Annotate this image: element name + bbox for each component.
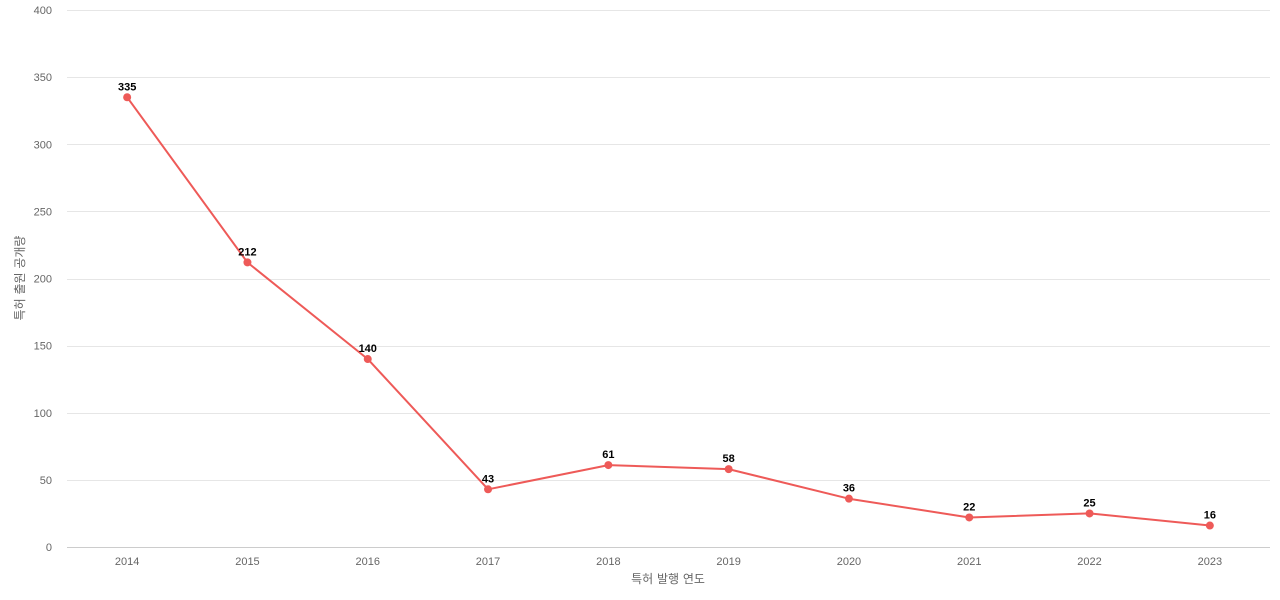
data-point[interactable] — [844, 494, 853, 503]
data-label: 25 — [1083, 497, 1095, 509]
x-tick-labels: 2014 2015 2016 2017 2018 2019 2020 2021 2022 2023 — [115, 556, 1222, 568]
y-tick-label: 100 — [34, 408, 52, 420]
y-tick-label: 350 — [34, 72, 52, 84]
data-label: 61 — [602, 449, 614, 461]
x-axis-title: 특허 발행 연도 — [631, 571, 705, 586]
data-label: 22 — [963, 501, 975, 513]
x-tick-label: 2016 — [356, 556, 380, 568]
data-label: 140 — [359, 343, 377, 355]
x-tick-label: 2022 — [1077, 556, 1101, 568]
data-point[interactable] — [1085, 509, 1094, 518]
data-point[interactable] — [604, 461, 613, 470]
y-tick-labels: 0 50 100 150 200 250 300 350 400 — [34, 5, 52, 554]
data-point[interactable] — [965, 513, 974, 522]
data-point[interactable] — [1205, 521, 1214, 530]
data-point[interactable] — [243, 258, 252, 267]
data-label: 43 — [482, 473, 494, 485]
data-label: 58 — [723, 453, 735, 465]
x-tick-label: 2015 — [235, 556, 259, 568]
data-label-layer: 335 212 140 43 61 58 36 22 25 16 — [118, 81, 1216, 521]
y-tick-label: 200 — [34, 274, 52, 286]
x-tick-label: 2019 — [716, 556, 740, 568]
x-tick-label: 2021 — [957, 556, 981, 568]
x-tick-label: 2014 — [115, 556, 139, 568]
y-tick-label: 300 — [34, 139, 52, 151]
series-line — [126, 96, 1210, 527]
data-label: 212 — [238, 246, 256, 258]
data-label: 36 — [843, 483, 855, 495]
x-tick-label: 2020 — [837, 556, 861, 568]
data-point[interactable] — [123, 93, 132, 102]
y-tick-label: 50 — [40, 475, 52, 487]
data-point[interactable] — [724, 465, 733, 474]
y-axis-title: 특허 출원 공개량 — [13, 236, 27, 321]
y-tick-label: 150 — [34, 341, 52, 353]
data-label: 335 — [118, 81, 136, 93]
x-tick-label: 2023 — [1198, 556, 1222, 568]
x-tick-label: 2018 — [596, 556, 620, 568]
y-tick-label: 0 — [46, 542, 52, 554]
series-layer — [123, 93, 1214, 530]
y-tick-label: 250 — [34, 206, 52, 218]
data-point[interactable] — [363, 355, 372, 364]
data-point[interactable] — [484, 485, 493, 494]
data-label: 16 — [1204, 510, 1216, 522]
y-tick-label: 400 — [34, 5, 52, 17]
x-tick-label: 2017 — [476, 556, 500, 568]
